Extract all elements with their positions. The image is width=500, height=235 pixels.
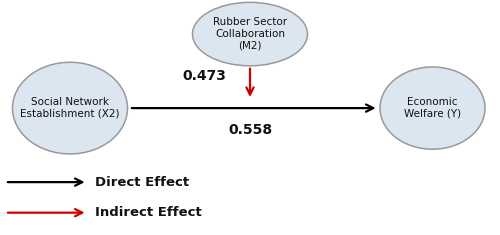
Text: Direct Effect: Direct Effect [95, 176, 189, 189]
Text: 0.558: 0.558 [228, 123, 272, 137]
Ellipse shape [380, 67, 485, 149]
Ellipse shape [192, 2, 308, 66]
Ellipse shape [12, 62, 128, 154]
Text: Economic
Welfare (Y): Economic Welfare (Y) [404, 97, 461, 119]
Text: Rubber Sector
Collaboration
(M2): Rubber Sector Collaboration (M2) [213, 17, 287, 51]
FancyArrowPatch shape [132, 105, 373, 112]
Text: 0.473: 0.473 [182, 69, 226, 83]
Text: Social Network
Establishment (X2): Social Network Establishment (X2) [20, 97, 120, 119]
FancyArrowPatch shape [246, 69, 254, 95]
Text: Indirect Effect: Indirect Effect [95, 206, 202, 219]
